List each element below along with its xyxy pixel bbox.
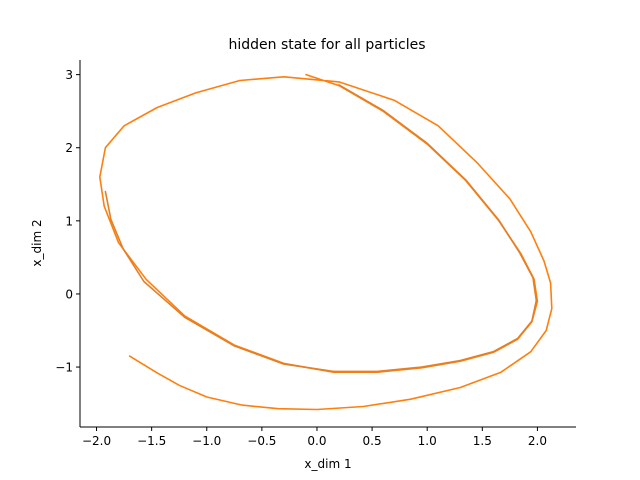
y-tick-label: 2 — [65, 141, 73, 155]
x-tick-label: 0.5 — [363, 434, 382, 448]
y-tick-label: 1 — [65, 214, 73, 228]
series-line-1 — [99, 73, 553, 411]
x-tick-label: 1.5 — [473, 434, 492, 448]
x-tick-label: −2.0 — [82, 434, 111, 448]
y-axis-ticks: −1 0 1 2 3 — [55, 68, 80, 375]
x-axis-ticks: −2.0 −1.5 −1.0 −0.5 0.0 0.5 1.0 1.5 2.0 — [82, 427, 547, 448]
y-axis-label: x_dim 2 — [30, 219, 44, 266]
y-tick-label: 0 — [65, 287, 73, 301]
x-tick-label: 0.0 — [307, 434, 326, 448]
x-tick-label: −1.0 — [192, 434, 221, 448]
series-line-2 — [104, 84, 538, 373]
x-tick-label: −1.5 — [137, 434, 166, 448]
chart-title: hidden state for all particles — [229, 37, 426, 53]
x-tick-label: −0.5 — [247, 434, 276, 448]
y-tick-label: −1 — [55, 361, 73, 375]
x-tick-label: 1.0 — [418, 434, 437, 448]
x-axis-label: x_dim 1 — [304, 457, 351, 471]
x-tick-label: 2.0 — [528, 434, 547, 448]
plot-area — [99, 73, 553, 411]
y-tick-label: 3 — [65, 68, 73, 82]
